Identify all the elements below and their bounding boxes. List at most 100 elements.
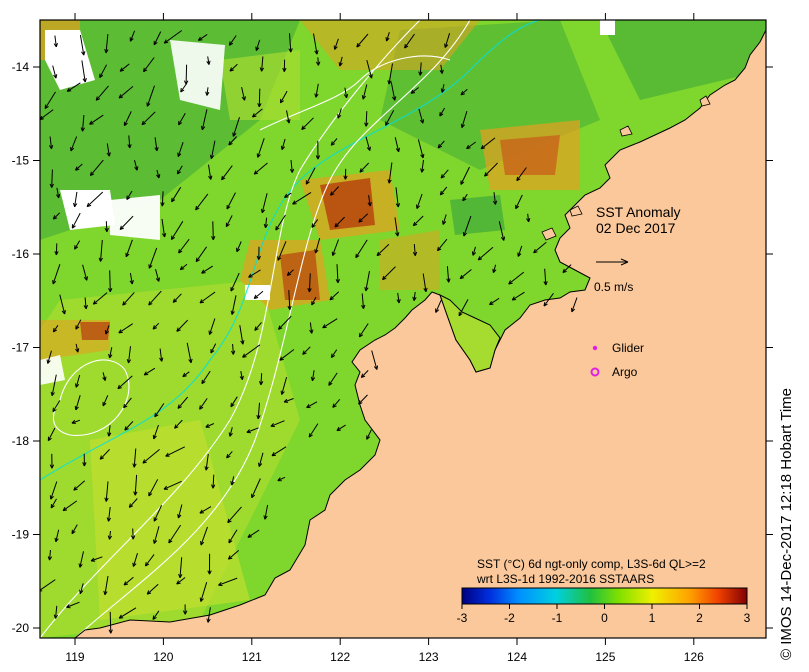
velocity-arrowhead [55,193,61,199]
velocity-arrowhead [311,300,316,306]
velocity-arrow [511,291,525,301]
velocity-arrow [86,191,104,207]
velocity-arrow [441,84,445,93]
velocity-arrowhead [252,113,257,118]
velocity-arrow [182,371,190,378]
velocity-arrowhead [508,280,513,285]
velocity-arrowhead [205,91,210,96]
velocity-arrowhead [125,252,130,258]
velocity-arrowhead [364,122,369,127]
argo-legend: Argo [590,365,638,379]
velocity-arrow [108,425,111,437]
velocity-arrow [277,241,287,261]
velocity-arrowhead [163,485,168,490]
velocity-arrow [480,137,496,150]
velocity-arrow [413,244,416,256]
velocity-arrow [257,138,265,158]
velocity-arrow [358,323,369,338]
argo-marker-icon [590,367,600,377]
velocity-arrow [146,583,159,595]
velocity-arrowhead [172,298,178,303]
velocity-arrowhead [334,223,339,228]
velocity-arrow [388,162,393,184]
velocity-arrow [82,264,88,281]
velocity-arrow [281,138,286,150]
velocity-arrowhead [104,330,110,335]
velocity-arrowhead [271,452,276,457]
velocity-arrow [232,117,240,137]
velocity-arrowhead [253,170,259,175]
velocity-arrow [75,374,81,388]
velocity-arrow [358,394,368,405]
velocity-arrowhead [177,152,182,157]
velocity-arrowhead [314,50,319,55]
velocity-arrowhead [277,256,282,261]
velocity-arrow [129,273,133,285]
velocity-arrow [543,293,554,307]
velocity-arrowhead [142,459,147,464]
velocity-arrow [330,138,338,146]
velocity-arrow [571,297,578,313]
velocity-arrowhead [152,434,157,440]
velocity-arrow [179,263,188,271]
map-title: SST Anomaly [596,204,681,220]
velocity-arrow [344,87,348,98]
velocity-arrow [437,238,448,252]
velocity-arrow [165,446,186,457]
velocity-arrowhead [143,371,149,376]
map-plot-area [40,20,766,638]
velocity-arrow [280,90,288,104]
velocity-arrowhead [52,215,58,220]
velocity-arrowhead [227,555,233,560]
velocity-arrowhead [53,74,58,79]
velocity-arrowhead [199,509,204,514]
velocity-arrow [390,82,396,101]
velocity-arrow [75,163,83,171]
velocity-arrow [161,218,166,238]
velocity-arrowhead [322,324,327,329]
velocity-arrowhead [52,407,57,413]
velocity-arrowhead [179,265,185,271]
velocity-arrow [365,136,371,151]
velocity-arrow [261,193,268,213]
velocity-arrowhead [239,375,244,380]
velocity-arrow [386,32,390,42]
velocity-arrowhead [148,491,153,497]
velocity-arrowhead [336,426,341,432]
velocity-arrow [99,64,108,78]
velocity-arrowhead [283,398,289,403]
velocity-arrow [332,239,339,256]
velocity-arrowhead [73,202,78,208]
velocity-arrow [288,290,291,310]
velocity-arrow [477,246,494,261]
velocity-arrowhead [358,400,363,405]
velocity-arrow [75,343,79,353]
velocity-arrow [178,113,186,126]
velocity-arrow [254,322,262,331]
velocity-arrow [133,448,137,468]
velocity-arrowhead [315,61,321,66]
velocity-arrow [210,140,216,159]
y-tick-label: -19 [12,528,30,542]
velocity-arrowhead [48,144,54,150]
velocity-arrow [52,325,59,333]
velocity-arrowhead [165,452,170,457]
velocity-arrow [395,187,399,208]
velocity-arrowhead [180,88,185,93]
velocity-arrowhead [258,462,263,467]
velocity-arrowhead [177,514,182,519]
velocity-arrowhead [282,67,287,72]
velocity-arrow [55,605,58,619]
velocity-arrow [418,108,424,124]
velocity-arrowhead [230,481,235,486]
velocity-arrow [365,270,370,291]
velocity-arrow [240,371,243,380]
velocity-arrow [59,294,66,315]
y-tick-label: -20 [12,621,30,635]
velocity-arrowhead [343,93,349,99]
velocity-arrowhead [226,453,231,459]
velocity-arrow [278,315,292,330]
velocity-arrow [128,135,131,149]
velocity-arrowhead [118,94,124,99]
